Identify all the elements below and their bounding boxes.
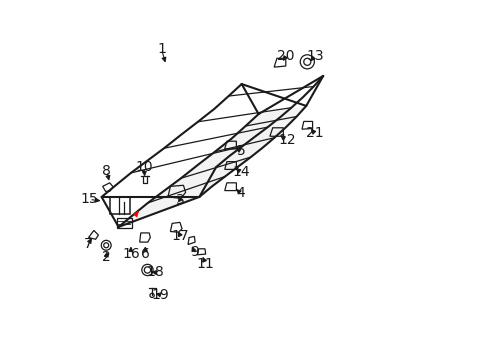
Polygon shape	[118, 186, 212, 227]
Text: 6: 6	[141, 247, 150, 261]
Text: 9: 9	[189, 245, 199, 259]
Text: 2: 2	[102, 250, 110, 264]
Polygon shape	[198, 138, 274, 165]
Text: 12: 12	[278, 134, 295, 148]
Text: 21: 21	[305, 126, 323, 140]
Text: 13: 13	[305, 49, 323, 63]
Text: 11: 11	[196, 257, 214, 271]
Text: 19: 19	[151, 288, 168, 302]
Text: 4: 4	[236, 186, 245, 201]
Polygon shape	[231, 117, 296, 139]
Text: 15: 15	[81, 192, 98, 206]
Text: 10: 10	[135, 160, 152, 174]
Text: 7: 7	[84, 237, 93, 251]
Text: 16: 16	[122, 247, 140, 261]
Polygon shape	[214, 127, 285, 152]
Polygon shape	[181, 148, 263, 178]
Polygon shape	[245, 106, 305, 126]
Text: 3: 3	[176, 193, 184, 207]
Text: 1: 1	[157, 42, 166, 57]
Text: 5: 5	[236, 144, 245, 158]
Polygon shape	[147, 167, 238, 203]
Polygon shape	[132, 176, 224, 215]
Text: 20: 20	[277, 49, 294, 63]
Text: 14: 14	[232, 165, 249, 179]
Text: 17: 17	[171, 229, 189, 243]
Text: 8: 8	[102, 164, 111, 178]
Text: 18: 18	[146, 265, 164, 279]
Polygon shape	[164, 157, 250, 190]
